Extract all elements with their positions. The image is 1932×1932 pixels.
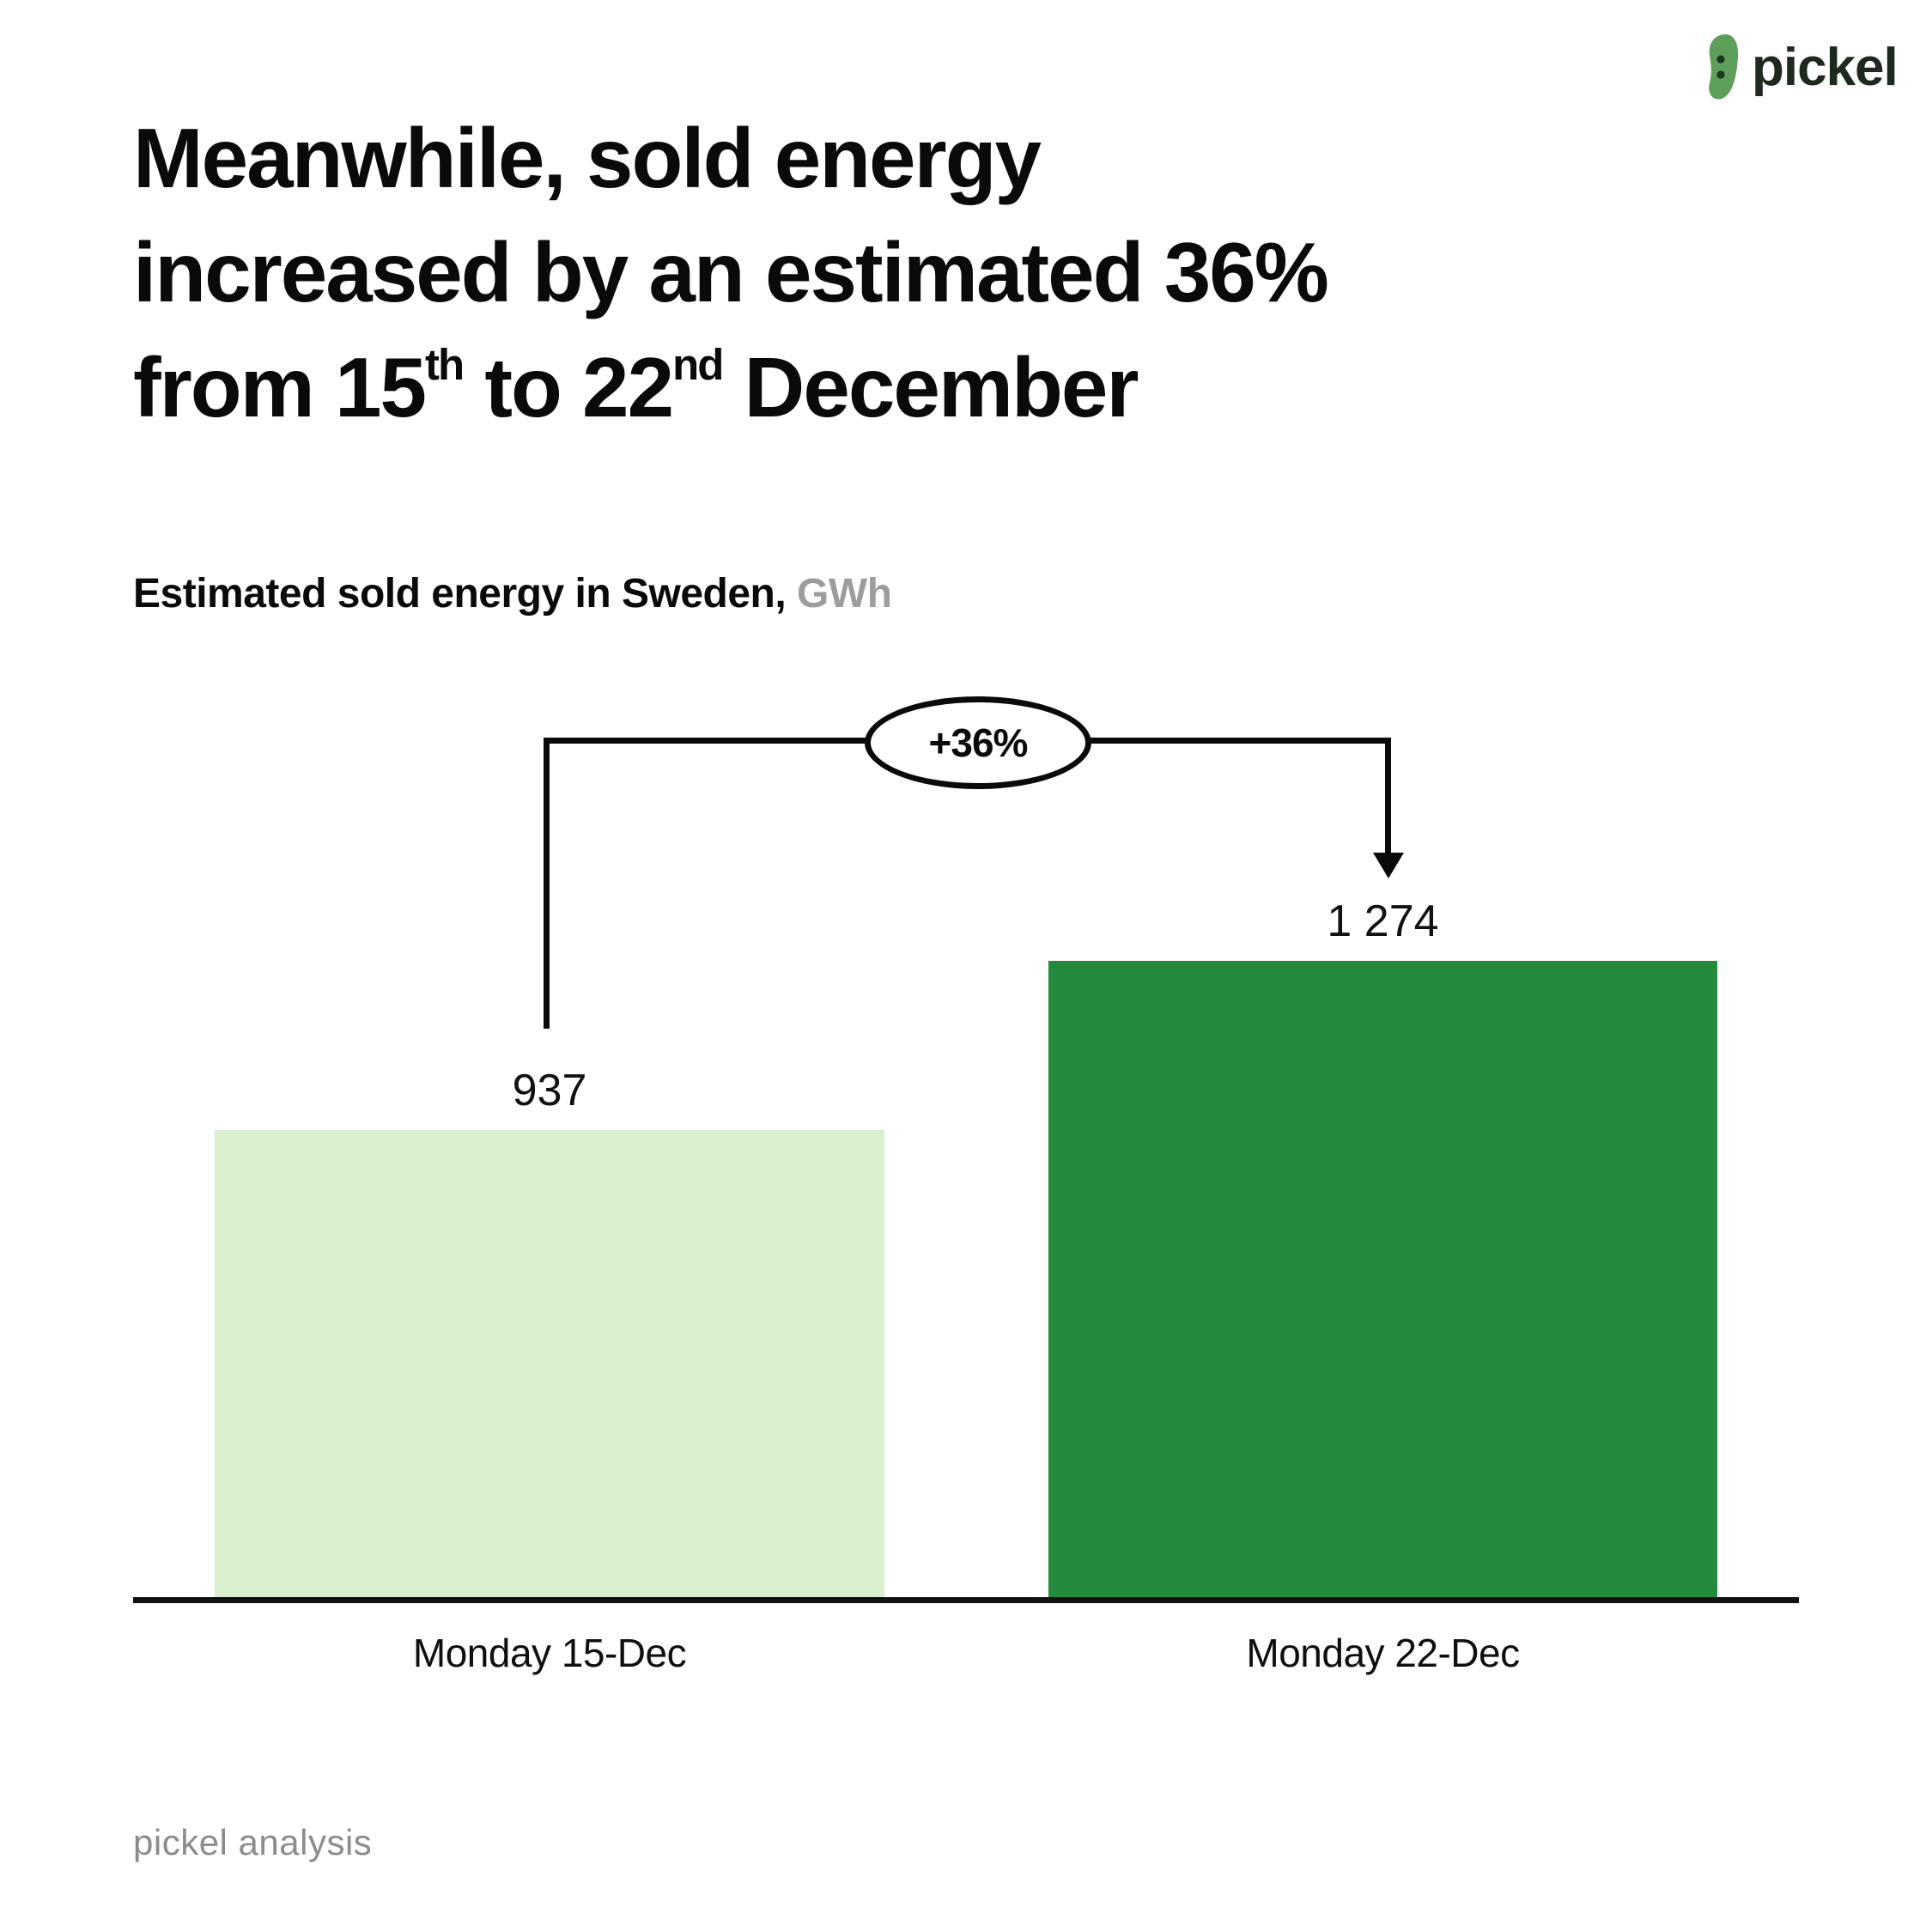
growth-annotation-badge: +36% [865, 696, 1091, 789]
pickle-icon [1705, 33, 1741, 101]
footer-credit: pickel analysis [133, 1822, 373, 1862]
bracket-arrow-line [1385, 738, 1391, 854]
x-axis-label-monday-15-dec: Monday 15-Dec [412, 1631, 687, 1675]
page-title: Meanwhile, sold energy increased by an e… [133, 101, 1679, 445]
title-line-1: Meanwhile, sold energy [133, 111, 1042, 205]
bar-column-monday-22-dec: 1 274 [1048, 896, 1717, 1601]
subtitle-unit: GWh [797, 571, 892, 617]
brand-logo: pickel [1705, 33, 1899, 101]
x-axis-line [133, 1597, 1799, 1603]
growth-annotation-label: +36% [928, 720, 1029, 765]
bar-monday-15-dec [215, 1130, 884, 1601]
bar-value-label: 1 274 [1327, 896, 1439, 946]
title-line-2: increased by an estimated 36% [133, 225, 1329, 320]
bar-monday-22-dec [1048, 961, 1717, 1601]
x-axis-label-monday-22-dec: Monday 22-Dec [1246, 1631, 1520, 1675]
chart-subtitle: Estimated sold energy in Sweden, GWh [133, 570, 892, 617]
bracket-left-line [544, 738, 550, 1029]
bar-column-monday-15-dec: 937 [215, 1065, 884, 1601]
subtitle-text: Estimated sold energy in Sweden, [133, 571, 787, 617]
bar-value-label: 937 [512, 1066, 587, 1115]
brand-name: pickel [1752, 37, 1899, 97]
arrow-down-icon [1373, 853, 1404, 878]
title-line-3: from 15th to 22nd December [133, 339, 1139, 434]
